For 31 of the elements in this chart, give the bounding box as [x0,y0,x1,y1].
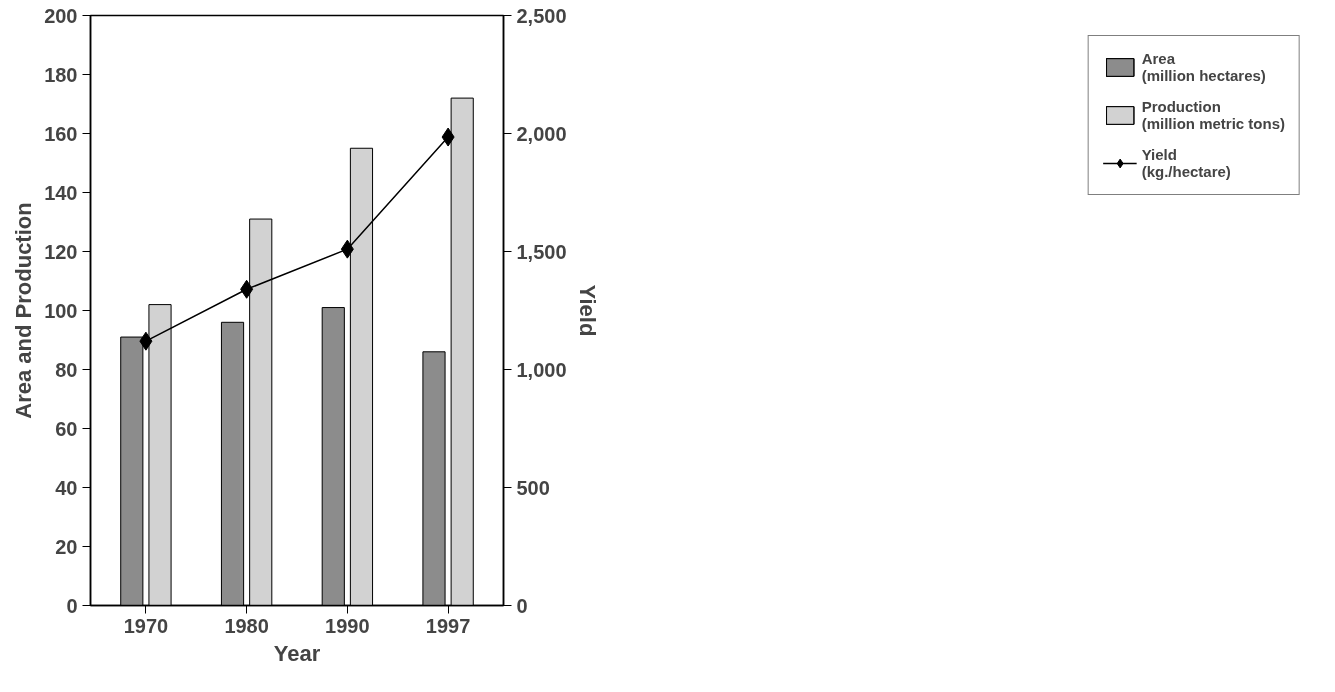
point [441,127,455,147]
y2-tick-label: 1,000 [516,358,567,381]
y-tick-label: 160 [44,122,78,145]
y-tick-label: 140 [44,181,78,204]
y-axis-title: Area and Production [11,202,37,419]
x-tick-label: 1970 [123,614,169,637]
y2-tick-label: 500 [516,476,550,499]
y-tick-label: 120 [44,240,78,263]
y-tick-label: 20 [55,535,78,558]
y-tick-label: 60 [55,417,78,440]
y2-tick-label: 2,500 [516,4,567,27]
y-tick-label: 80 [55,358,78,381]
x-tick-label: 1997 [425,614,471,637]
legend-label: Production (million metric tons) [1141,98,1285,132]
y2-tick-label: 2,000 [516,122,567,145]
point [240,279,254,299]
point [340,239,354,259]
point [139,331,153,351]
x-tick-label: 1990 [325,614,370,637]
x-axis-title: Year [273,640,321,666]
y2-axis-title: Yield [574,284,600,337]
y2-tick-label: 0 [516,594,528,617]
x-tick-label: 1980 [224,614,269,637]
y-tick-label: 100 [44,299,78,322]
y-tick-label: 40 [55,476,78,499]
y2-tick-label: 1,500 [516,240,567,263]
legend-label: Yield (kg./hectare) [1141,146,1231,180]
legend-label: Area (million hectares) [1141,50,1266,84]
y-tick-label: 0 [66,594,78,617]
y-tick-label: 200 [44,4,78,27]
y-tick-label: 180 [44,63,78,86]
